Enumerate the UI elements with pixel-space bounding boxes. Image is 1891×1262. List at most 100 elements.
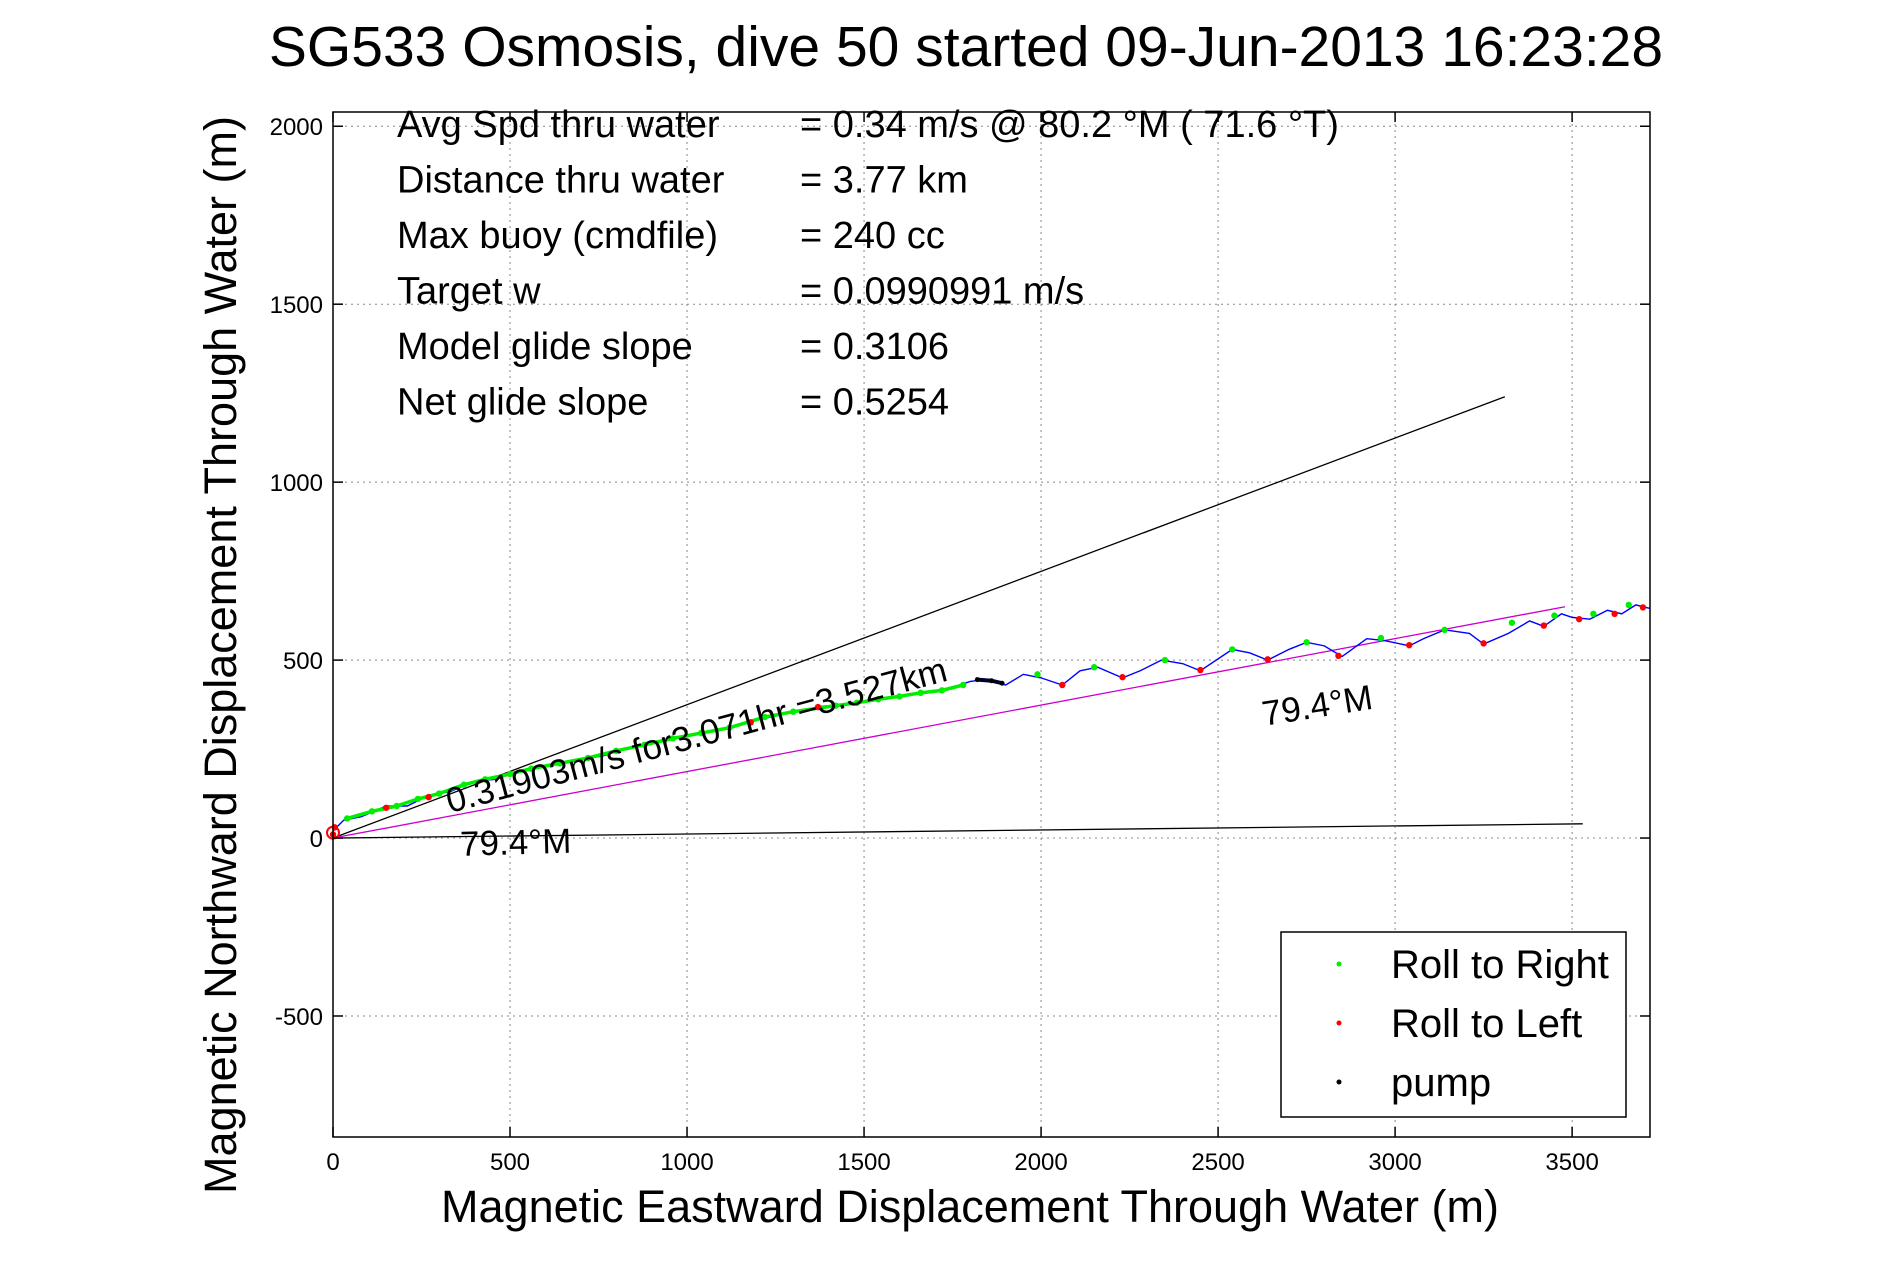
annotation-text: 79.4°M [460, 822, 572, 864]
roll-to-left-point [425, 793, 432, 801]
legend-label: Roll to Right [1391, 943, 1609, 987]
roll-to-right-point [1377, 634, 1385, 642]
stat-value: = 240 cc [800, 215, 945, 257]
reference-lines [332, 396, 1583, 839]
roll-to-left-point [1119, 673, 1126, 681]
roll-to-right-point [1090, 664, 1098, 671]
roll-to-right-point [1625, 601, 1632, 609]
roll-to-right-point [1590, 610, 1597, 618]
roll-to-left-point [1480, 640, 1487, 647]
chart-title: SG533 Osmosis, dive 50 started 09-Jun-20… [269, 15, 1663, 79]
roll-to-right-point [790, 708, 797, 715]
stat-value: = 0.5254 [800, 382, 949, 424]
y-tick-label: -500 [275, 1004, 323, 1031]
stat-label: Avg Spd thru water [397, 104, 720, 146]
roll-to-left-point [1540, 622, 1547, 629]
x-tick-label: 1000 [660, 1149, 713, 1176]
roll-to-right-point [482, 776, 489, 783]
pump-point [989, 678, 994, 684]
x-axis-label: Magnetic Eastward Displacement Through W… [441, 1181, 1499, 1232]
stat-value: = 3.77 km [800, 160, 968, 202]
roll-to-left-point [1335, 652, 1342, 660]
roll-to-right-point [414, 795, 422, 803]
roll-to-left-point [1639, 604, 1647, 611]
roll-to-right-point [584, 754, 592, 762]
legend-marker [1336, 1079, 1342, 1085]
stat-value: = 0.0990991 m/s [800, 271, 1084, 313]
stat-label: Model glide slope [397, 326, 693, 368]
roll-to-right-point [460, 781, 468, 788]
roll-to-right-point [1229, 646, 1236, 653]
legend-marker [1336, 961, 1342, 967]
stat-value: = 0.34 m/s @ 80.2 °M ( 71.6 °T) [800, 104, 1339, 146]
roll-to-right-point [343, 815, 351, 822]
roll-to-left-point [814, 703, 822, 711]
roll-to-right-point [832, 702, 839, 709]
roll-to-right-point [959, 681, 967, 689]
y-tick-label: 0 [310, 826, 323, 853]
roll-to-left-point [1575, 615, 1583, 623]
roll-to-right-point [938, 687, 946, 694]
stat-label: Max buoy (cmdfile) [397, 215, 718, 257]
stats-block: Avg Spd thru water = 0.34 m/s @ 80.2 °M (… [397, 104, 1339, 424]
roll-to-right-point [368, 808, 376, 815]
lower-bound-line [332, 823, 1583, 839]
y-tick-label: 500 [283, 648, 323, 675]
x-tick-label: 0 [326, 1149, 339, 1176]
roll-to-left-point [382, 804, 390, 811]
roll-to-right-point [641, 741, 648, 748]
roll-to-left-point [1197, 666, 1204, 674]
x-tick-label: 500 [490, 1149, 530, 1176]
roll-to-right-point [613, 747, 620, 755]
x-tick-label: 3000 [1368, 1149, 1421, 1176]
roll-to-right-point [761, 713, 769, 721]
stat-value: = 0.3106 [800, 326, 949, 368]
ticks [332, 112, 1650, 1137]
roll-to-right-point [393, 802, 400, 810]
x-tick-label: 2500 [1191, 1149, 1244, 1176]
y-tick-label: 1500 [270, 292, 323, 319]
roll-to-right-point [556, 760, 563, 767]
roll-to-right-point [1303, 639, 1310, 646]
x-tick-label: 1500 [837, 1149, 890, 1176]
roll-to-right-point [726, 724, 733, 731]
roll-to-right-point [875, 696, 882, 703]
legend-marker [1336, 1020, 1342, 1026]
x-tick-label: 2000 [1014, 1149, 1067, 1176]
roll-to-right-point [1441, 626, 1448, 634]
roll-to-right-point [853, 699, 861, 706]
roll-to-left-point [747, 719, 754, 726]
roll-to-right-point [528, 765, 535, 772]
plot-frame [332, 111, 1651, 1138]
y-axis-label: Magnetic Northward Displacement Through … [195, 116, 246, 1194]
legend-label: Roll to Left [1391, 1002, 1582, 1046]
roll-to-right-point [917, 689, 924, 697]
y-tick-label: 2000 [270, 114, 323, 141]
roll-to-left-point [1264, 656, 1271, 663]
heading-line [332, 606, 1566, 839]
stat-label: Target w [397, 271, 541, 313]
roll-to-left-point [1059, 681, 1066, 689]
roll-to-right-point [697, 729, 705, 737]
roll-to-right-point [1161, 656, 1169, 664]
upper-bound-line [332, 396, 1506, 839]
roll-to-left-point [1611, 610, 1618, 618]
roll-to-right-point [506, 770, 514, 778]
roll-to-right-point [1034, 671, 1041, 678]
y-tick-label: 1000 [270, 470, 323, 497]
tick-labels: 0 500 1000 1500 2000 2500 3000 3500 -500 0 500 1000… [270, 114, 1599, 1176]
x-tick-label: 3500 [1545, 1149, 1598, 1176]
roll-to-right-point [1551, 612, 1558, 619]
pump-point [974, 677, 980, 683]
pump-point [999, 680, 1005, 686]
roll-to-left-point [1406, 641, 1413, 649]
roll-to-right-point [896, 693, 903, 700]
roll-to-right-point [669, 735, 677, 742]
stat-label: Distance thru water [397, 160, 725, 202]
roll-to-right-point [1508, 619, 1516, 626]
stat-label: Net glide slope [397, 382, 648, 424]
legend-label: pump [1391, 1061, 1491, 1105]
roll-to-right-point [436, 790, 443, 797]
legend: Roll to Right Roll to Left pump [1280, 931, 1627, 1118]
